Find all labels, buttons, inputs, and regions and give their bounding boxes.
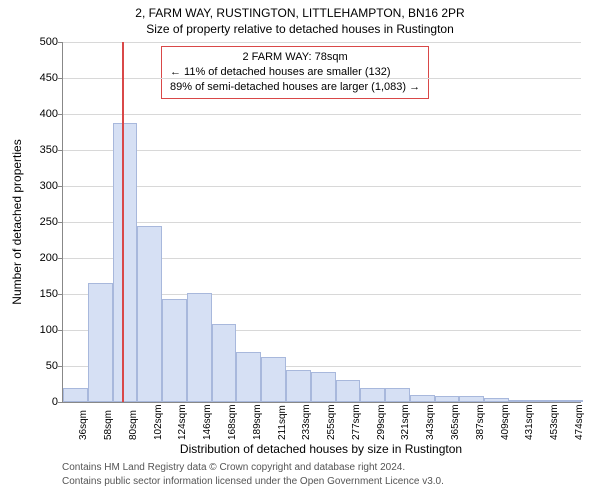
y-tick-label: 500 — [28, 36, 58, 48]
marker-line — [122, 42, 124, 402]
x-tick-label: 233sqm — [301, 404, 312, 440]
y-tick-mark — [58, 150, 63, 151]
y-tick-label: 400 — [28, 108, 58, 120]
grid-line — [63, 222, 581, 223]
x-tick-label: 211sqm — [277, 405, 288, 440]
y-tick-label: 300 — [28, 180, 58, 192]
histogram-bar — [261, 357, 286, 402]
histogram-bar — [435, 396, 460, 402]
histogram-bar — [336, 380, 361, 402]
x-tick-label: 102sqm — [153, 404, 164, 440]
x-tick-label: 189sqm — [252, 404, 263, 440]
histogram-bar — [88, 283, 113, 402]
annotation-line: 89% of semi-detached houses are larger (… — [170, 80, 420, 95]
y-tick-label: 350 — [28, 144, 58, 156]
y-tick-label: 450 — [28, 72, 58, 84]
y-tick-mark — [58, 258, 63, 259]
chart-title-main: 2, FARM WAY, RUSTINGTON, LITTLEHAMPTON, … — [0, 6, 600, 20]
grid-line — [63, 42, 581, 43]
y-tick-mark — [58, 330, 63, 331]
histogram-bar — [187, 293, 212, 402]
y-tick-mark — [58, 294, 63, 295]
histogram-bar — [484, 398, 509, 402]
y-tick-label: 100 — [28, 324, 58, 336]
footer-copyright-2: Contains public sector information licen… — [62, 476, 444, 487]
y-tick-label: 50 — [28, 360, 58, 372]
histogram-bar — [534, 400, 559, 402]
y-tick-mark — [58, 186, 63, 187]
histogram-bar — [137, 226, 162, 402]
x-tick-label: 431sqm — [524, 404, 535, 440]
y-tick-label: 250 — [28, 216, 58, 228]
grid-line — [63, 186, 581, 187]
y-tick-mark — [58, 42, 63, 43]
y-tick-mark — [58, 366, 63, 367]
x-tick-label: 277sqm — [351, 404, 362, 440]
histogram-bar — [410, 395, 435, 402]
x-tick-label: 365sqm — [450, 404, 461, 440]
y-tick-mark — [58, 402, 63, 403]
histogram-bar — [236, 352, 261, 402]
histogram-bar — [113, 123, 138, 402]
x-axis-title: Distribution of detached houses by size … — [62, 442, 580, 456]
annotation-box: 2 FARM WAY: 78sqm← 11% of detached house… — [161, 46, 429, 99]
histogram-bar — [311, 372, 336, 402]
x-tick-label: 255sqm — [326, 404, 337, 440]
grid-line — [63, 78, 581, 79]
histogram-bar — [286, 370, 311, 402]
histogram-bar — [509, 400, 534, 402]
x-tick-label: 321sqm — [400, 404, 411, 440]
y-tick-mark — [58, 114, 63, 115]
x-tick-label: 343sqm — [425, 404, 436, 440]
grid-line — [63, 114, 581, 115]
grid-line — [63, 150, 581, 151]
x-tick-label: 387sqm — [475, 404, 486, 440]
plot-area: 2 FARM WAY: 78sqm← 11% of detached house… — [62, 42, 581, 403]
x-tick-label: 168sqm — [227, 404, 238, 440]
histogram-bar — [63, 388, 88, 402]
x-tick-label: 299sqm — [376, 404, 387, 440]
histogram-bar — [558, 400, 583, 402]
histogram-bar — [385, 388, 410, 402]
y-tick-mark — [58, 222, 63, 223]
annotation-line: 2 FARM WAY: 78sqm — [170, 50, 420, 65]
chart-container: 2, FARM WAY, RUSTINGTON, LITTLEHAMPTON, … — [0, 0, 600, 500]
x-tick-label: 36sqm — [78, 410, 89, 440]
y-axis-title: Number of detached properties — [10, 139, 24, 304]
chart-title-sub: Size of property relative to detached ho… — [0, 22, 600, 36]
x-tick-label: 474sqm — [574, 404, 585, 440]
histogram-bar — [360, 388, 385, 402]
x-tick-label: 80sqm — [128, 410, 139, 440]
x-tick-label: 409sqm — [500, 404, 511, 440]
y-tick-label: 0 — [28, 396, 58, 408]
histogram-bar — [212, 324, 237, 402]
x-tick-label: 453sqm — [549, 404, 560, 440]
footer-copyright-1: Contains HM Land Registry data © Crown c… — [62, 462, 405, 473]
x-tick-label: 146sqm — [202, 404, 213, 440]
y-tick-label: 200 — [28, 252, 58, 264]
histogram-bar — [162, 299, 187, 402]
x-tick-label: 58sqm — [103, 410, 114, 440]
histogram-bar — [459, 396, 484, 402]
x-tick-label: 124sqm — [177, 404, 188, 440]
y-tick-mark — [58, 78, 63, 79]
y-tick-label: 150 — [28, 288, 58, 300]
